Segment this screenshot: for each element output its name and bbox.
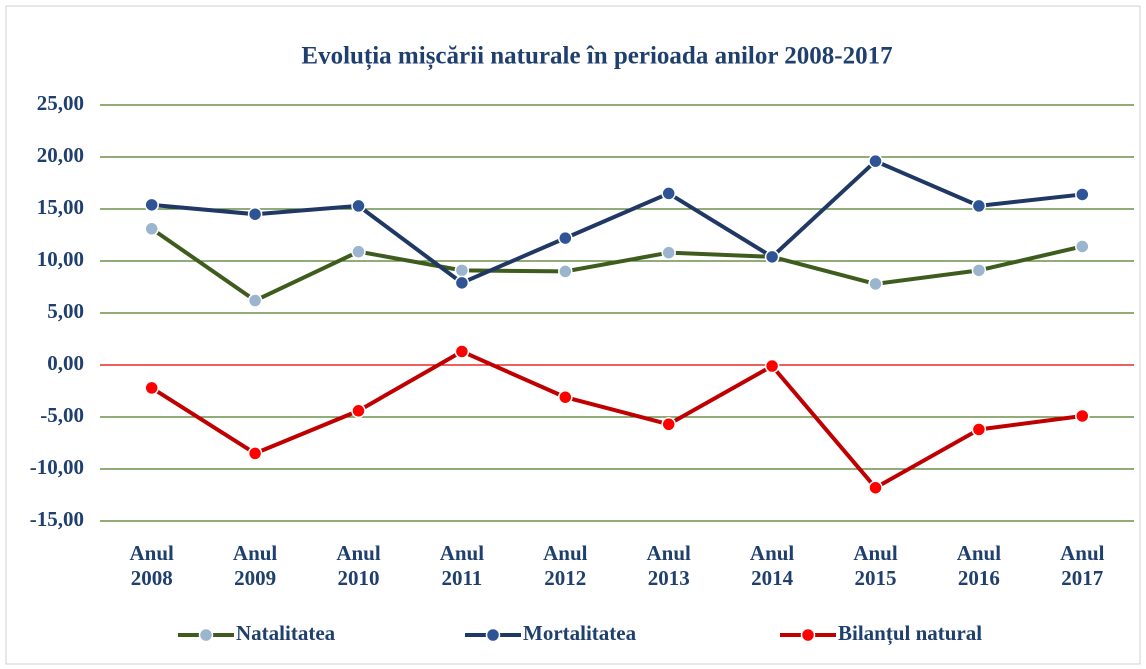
data-point: [971, 422, 987, 437]
data-point: [144, 197, 159, 213]
data-point: [558, 264, 573, 279]
x-tick-label: Anul 2015: [853, 541, 898, 590]
y-tick-label: 25,00: [37, 91, 84, 115]
data-point: [764, 358, 780, 374]
data-point: [558, 230, 573, 246]
data-point: [1075, 187, 1090, 202]
x-tick-label: Anul 2012: [543, 541, 588, 590]
data-point: [1075, 239, 1090, 254]
data-point: [661, 186, 676, 201]
x-tick-label: Anul 2010: [336, 541, 381, 590]
y-tick-label: -10,00: [30, 455, 84, 479]
y-tick-label: 10,00: [37, 247, 84, 271]
data-point: [247, 293, 263, 308]
chart-border: [5, 5, 1141, 665]
y-tick-label: -5,00: [40, 403, 84, 427]
data-point: [247, 446, 263, 461]
data-point: [454, 344, 470, 359]
x-tick-label: Anul 2011: [439, 541, 485, 590]
data-point: [247, 206, 263, 222]
legend-marker: [198, 627, 214, 643]
data-point: [351, 198, 366, 214]
data-point: [764, 249, 780, 265]
y-tick-label: 15,00: [37, 195, 84, 219]
legend-marker: [485, 627, 501, 643]
data-point: [661, 245, 676, 260]
series-line: [150, 227, 1083, 303]
x-tick-label: Anul 2014: [749, 541, 795, 590]
y-tick-label: 20,00: [37, 143, 84, 167]
data-point: [1075, 408, 1090, 424]
data-point: [868, 480, 883, 495]
y-tick-label: 0,00: [47, 351, 84, 375]
data-point: [558, 389, 573, 405]
series-line: [150, 349, 1083, 490]
x-tick-label: Anul 2009: [232, 541, 278, 590]
series-line: [151, 159, 1083, 285]
data-point: [144, 380, 159, 396]
x-tick-label: Anul 2008: [129, 541, 174, 590]
legend-marker: [800, 627, 816, 643]
legend-label: Natalitatea: [236, 621, 336, 645]
y-tick-label: -15,00: [30, 507, 84, 531]
data-point: [351, 403, 366, 419]
data-point: [868, 153, 883, 169]
chart-title: Evoluția mișcării naturale în perioada a…: [301, 43, 892, 71]
x-tick-label: Anul 2016: [956, 541, 1002, 590]
x-tick-label: Anul 2013: [646, 541, 691, 590]
data-point: [971, 263, 987, 278]
data-point: [144, 221, 159, 237]
data-point: [661, 417, 676, 432]
data-point: [454, 263, 470, 278]
data-point: [351, 244, 366, 259]
data-point: [454, 275, 470, 291]
data-point: [971, 198, 987, 214]
data-point: [868, 276, 883, 292]
x-tick-label: Anul 2017: [1060, 541, 1105, 590]
y-tick-label: 5,00: [47, 299, 84, 323]
legend-label: Bilanțul natural: [838, 621, 982, 646]
legend-label: Mortalitatea: [523, 621, 637, 645]
